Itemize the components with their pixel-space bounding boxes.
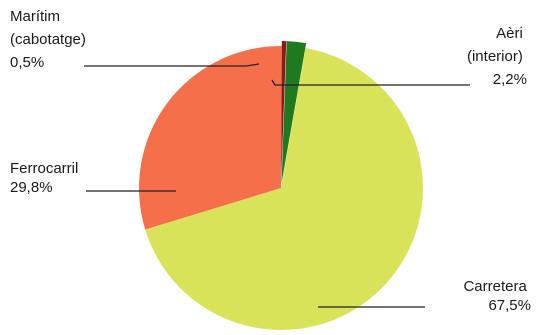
pie-slice-carretera	[145, 48, 424, 330]
slice-label-maritim-name: Marítim	[10, 8, 60, 25]
slice-label-carretera: Carretera 67,5%	[463, 278, 531, 314]
slice-label-ferrocarril: Ferrocarril 29,8%	[10, 160, 83, 196]
slice-label-aeri-sub: (interior)	[467, 48, 523, 65]
slice-label-maritim: Marítim (cabotatge) 0,5%	[10, 8, 90, 71]
slice-label-carretera-name: Carretera	[463, 278, 527, 295]
pie-slice-maritim	[281, 41, 287, 184]
leader-lines	[84, 63, 470, 308]
pie-slice-ferrocarril	[139, 46, 282, 230]
slice-label-aeri-name: Aèri	[496, 25, 523, 42]
pie-slice-aeri	[281, 41, 307, 184]
slice-label-carretera-value: 67,5%	[488, 297, 531, 314]
slice-label-aeri-value: 2,2%	[493, 71, 527, 88]
slice-label-ferrocarril-value: 29,8%	[10, 179, 53, 196]
leader-line-2	[84, 63, 260, 67]
slice-label-maritim-sub: (cabotatge)	[10, 31, 86, 48]
slice-label-aeri: Aèri (interior) 2,2%	[467, 25, 527, 88]
slice-label-maritim-value: 0,5%	[10, 54, 44, 71]
leader-line-3	[271, 79, 470, 86]
pie-slices	[139, 41, 424, 330]
slice-label-ferrocarril-name: Ferrocarril	[10, 160, 78, 177]
